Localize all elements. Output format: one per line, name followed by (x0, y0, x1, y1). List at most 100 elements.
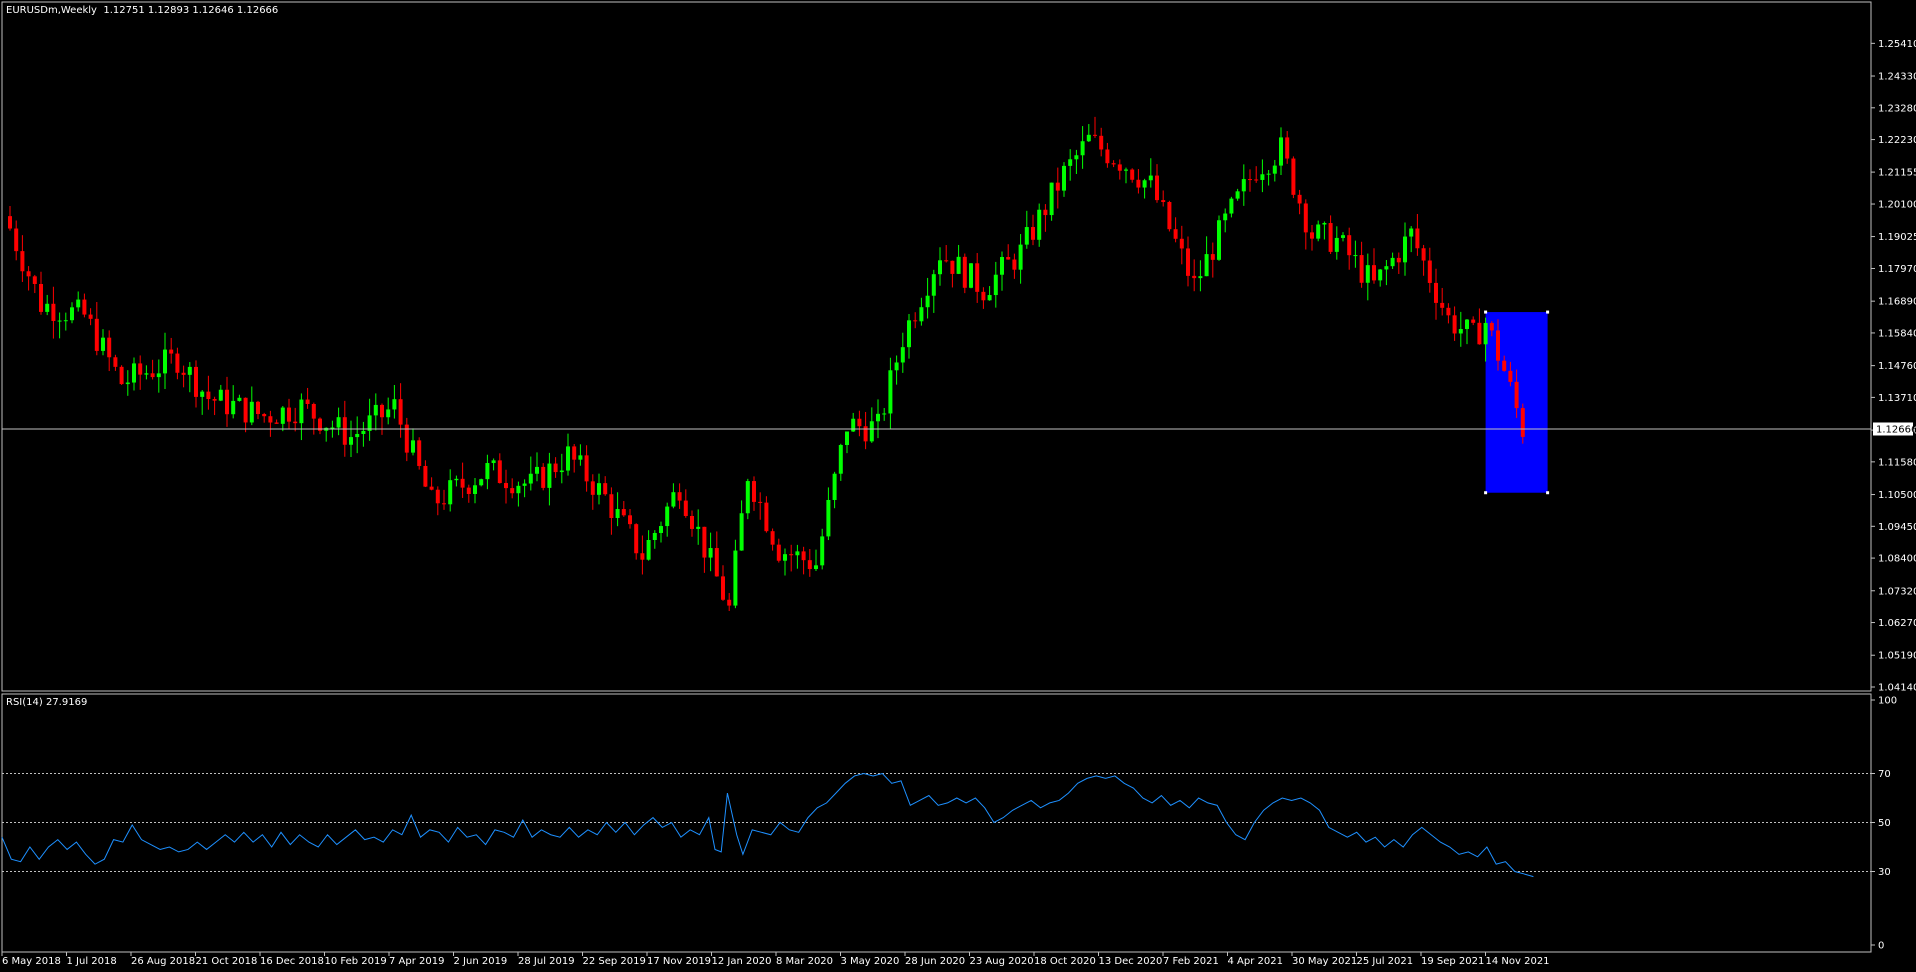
symbol-label: EURUSDm,Weekly (6, 5, 97, 16)
candle (541, 463, 546, 491)
candle (1520, 403, 1525, 444)
price-tick-label: 1.14760 (1878, 361, 1916, 372)
candle (652, 530, 657, 549)
candle (1508, 361, 1513, 387)
rsi-tick-label: 0 (1878, 941, 1884, 952)
candle (739, 500, 744, 551)
candle (900, 332, 905, 373)
main-chart-header: EURUSDm,Weekly 1.12751 1.12893 1.12646 1… (6, 5, 278, 16)
main-price-pane[interactable] (1, 1, 1872, 692)
candle (628, 509, 632, 529)
rectangle-handle[interactable] (1484, 310, 1488, 314)
candle (1018, 234, 1023, 284)
candle (448, 469, 453, 512)
time-tick-label: 28 Jun 2020 (905, 956, 965, 967)
candle (1179, 225, 1184, 265)
candle (615, 492, 620, 527)
candle (535, 452, 539, 482)
candle (752, 476, 756, 511)
candle (950, 260, 955, 288)
candle (572, 444, 577, 473)
candle (1248, 169, 1252, 192)
candle (1055, 167, 1060, 209)
candle (1322, 221, 1327, 240)
candle (938, 247, 942, 286)
candle (429, 477, 434, 491)
rectangle-handle[interactable] (1546, 310, 1550, 314)
candle (1440, 287, 1445, 316)
price-tick-label: 1.20100 (1878, 200, 1916, 211)
candle (39, 271, 43, 315)
candle (101, 329, 105, 356)
candle (20, 235, 25, 282)
candle (975, 253, 980, 303)
candle (14, 220, 19, 261)
candle (1353, 240, 1358, 268)
candle (1024, 210, 1029, 249)
candle (888, 357, 893, 430)
rectangle-object[interactable] (1484, 310, 1550, 495)
candle (144, 365, 149, 380)
price-tick-label: 1.21155 (1878, 168, 1916, 179)
time-tick-label: 18 Oct 2020 (1034, 956, 1096, 967)
candle (956, 244, 961, 275)
candle (1217, 215, 1221, 261)
candle (702, 526, 707, 573)
candle (1000, 251, 1004, 291)
candle (665, 502, 670, 537)
candle (1489, 321, 1494, 337)
time-tick-label: 30 May 2021 (1292, 956, 1357, 967)
candle (1465, 318, 1469, 345)
price-tick-label: 1.25410 (1878, 39, 1916, 50)
candle (1514, 369, 1519, 418)
rectangle-handle[interactable] (1484, 491, 1488, 495)
rsi-level-lines (2, 773, 1871, 872)
candle (907, 314, 911, 359)
rectangle-handle[interactable] (1546, 491, 1550, 495)
candle (1136, 169, 1141, 194)
candle (113, 354, 118, 371)
candle (256, 400, 260, 420)
candle (597, 473, 601, 505)
candle (1458, 311, 1463, 347)
current-price-text: 1.12666 (1876, 424, 1916, 435)
candle (1254, 166, 1259, 183)
candle (1341, 232, 1345, 242)
price-axis: 1.25410 1.24330 1.23280 1.22230 1.21155 1.201… (1871, 39, 1916, 694)
candle (1316, 220, 1321, 242)
candle (1328, 215, 1333, 254)
rsi-tick-label: 70 (1878, 769, 1891, 780)
candle (200, 389, 205, 415)
candle (212, 396, 217, 416)
candle (1198, 260, 1203, 292)
candle (51, 286, 56, 339)
candle (305, 387, 310, 409)
price-tick-label: 1.22230 (1878, 135, 1916, 146)
ohlc-values: 1.12751 1.12893 1.12646 1.12666 (103, 5, 279, 16)
candle (1446, 303, 1451, 324)
candle (820, 528, 825, 570)
candle (1099, 127, 1104, 157)
candle (1093, 116, 1097, 138)
candle (845, 431, 849, 454)
candle (1421, 244, 1426, 276)
candle (590, 474, 595, 510)
time-tick-label: 14 Nov 2021 (1486, 956, 1550, 967)
price-tick-label: 1.11580 (1878, 457, 1916, 468)
price-tick-label: 1.15840 (1878, 328, 1916, 339)
candle (1012, 253, 1017, 279)
candle (1396, 252, 1401, 274)
candle (727, 593, 732, 612)
price-tick-label: 1.13710 (1878, 393, 1916, 404)
candle (814, 549, 818, 571)
candle (931, 269, 936, 313)
rsi-label: RSI(14) 27.9169 (6, 697, 88, 708)
candle (70, 302, 74, 324)
candle (175, 347, 180, 380)
time-tick-label: 3 May 2020 (841, 956, 900, 967)
candle (132, 357, 136, 391)
candle (1310, 225, 1314, 251)
candle (1378, 269, 1383, 287)
candle (435, 486, 440, 516)
time-tick-label: 19 Sep 2021 (1421, 956, 1484, 967)
